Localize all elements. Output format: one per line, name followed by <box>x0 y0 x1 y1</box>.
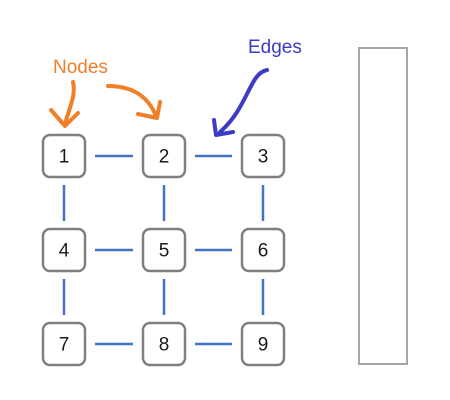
node-box <box>240 321 286 367</box>
node-8: 8 <box>141 321 187 367</box>
node-label: 5 <box>159 241 170 262</box>
node-box <box>41 133 87 179</box>
node-box <box>240 227 286 273</box>
node-label: 8 <box>159 335 170 356</box>
node-label: 1 <box>59 147 70 168</box>
node-label: 2 <box>159 147 170 168</box>
nodes-arrow-left-icon <box>63 80 76 126</box>
node-2: 2 <box>141 133 187 179</box>
node-label: 6 <box>258 241 269 262</box>
node-box <box>41 227 87 273</box>
node-label: 3 <box>258 147 269 168</box>
nodes-arrow-left-head-icon <box>49 108 80 128</box>
edges-layer <box>62 154 265 346</box>
node-box <box>41 321 87 367</box>
node-box <box>141 321 187 367</box>
node-5: 5 <box>141 227 187 273</box>
side-box <box>358 47 408 365</box>
nodes-annotation-label: Nodes <box>53 57 108 78</box>
node-box <box>141 227 187 273</box>
node-label: 9 <box>258 335 269 356</box>
node-6: 6 <box>240 227 286 273</box>
edges-arrow-icon <box>218 68 269 134</box>
node-7: 7 <box>41 321 87 367</box>
edges-arrow-head-icon <box>212 118 235 137</box>
node-9: 9 <box>240 321 286 367</box>
nodes-annotation: Nodes <box>49 57 162 128</box>
node-1: 1 <box>41 133 87 179</box>
node-label: 7 <box>59 335 70 356</box>
node-3: 3 <box>240 133 286 179</box>
node-box <box>240 133 286 179</box>
node-4: 4 <box>41 227 87 273</box>
node-box <box>141 133 187 179</box>
nodes-arrow-right-head-icon <box>136 100 162 120</box>
nodes-arrow-right-icon <box>106 84 158 118</box>
edges-annotation-label: Edges <box>248 37 302 58</box>
node-label: 4 <box>59 241 70 262</box>
edges-annotation: Edges <box>212 37 302 137</box>
nodes-layer: 1 2 3 4 5 6 7 8 9 <box>41 133 286 367</box>
